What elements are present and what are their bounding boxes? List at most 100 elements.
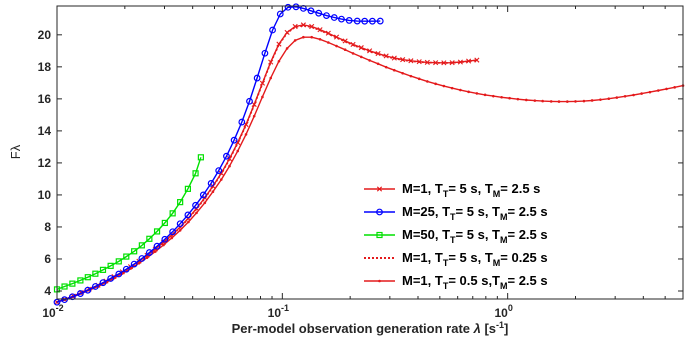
- legend-entry-5: M=1, TT= 0.5 s,TM= 2.5 s: [364, 273, 548, 291]
- series-1-point: [391, 55, 397, 61]
- series-2-point: [215, 167, 223, 174]
- series-5-point: [673, 86, 676, 89]
- series-2-point: [169, 228, 177, 236]
- series-3-point: [69, 280, 76, 287]
- series-2-point: [376, 17, 384, 25]
- series-1-point: [268, 59, 274, 65]
- series-2-point: [107, 275, 115, 282]
- series-3-point: [92, 270, 99, 277]
- series-5-point: [153, 250, 157, 253]
- series-1-point: [474, 57, 480, 63]
- series-1-point: [284, 29, 290, 36]
- series-5-point: [623, 95, 627, 98]
- series-1-point: [367, 48, 373, 54]
- series-1-point: [333, 34, 340, 40]
- series-1-point: [226, 156, 233, 162]
- series-1-point: [54, 299, 60, 305]
- series-5-line: [56, 36, 684, 303]
- series-5-point: [508, 96, 511, 100]
- series-5-point: [368, 59, 371, 62]
- legend-marker: [376, 186, 383, 192]
- series-3-point: [153, 228, 161, 235]
- series-2-point: [99, 279, 107, 287]
- series-2-point: [153, 242, 161, 250]
- series-5-point: [500, 95, 503, 99]
- series-2-point: [246, 97, 253, 105]
- series-3-point: [197, 154, 204, 161]
- series-3-point: [138, 242, 145, 249]
- legend-label: M=1, TT= 0.5 s,TM= 2.5 s: [402, 273, 548, 291]
- series-5-point: [277, 59, 281, 63]
- series-5-point: [492, 94, 495, 98]
- series-5-point: [293, 39, 297, 42]
- y-tick-label: 6: [44, 252, 51, 266]
- series-5-point: [648, 90, 652, 94]
- series-1-point: [433, 60, 439, 66]
- series-5-point: [302, 35, 305, 39]
- series-2-point: [292, 3, 300, 11]
- series-2-point: [145, 249, 153, 256]
- series-2-point: [261, 49, 269, 57]
- series-5-point: [533, 99, 537, 102]
- series-5-point: [327, 41, 330, 44]
- series-5-point: [252, 114, 256, 118]
- series-2-point: [353, 17, 361, 25]
- series-3-point: [177, 199, 184, 206]
- series-5-point: [335, 44, 338, 48]
- series-5-point: [178, 229, 182, 232]
- series-1-point: [317, 27, 323, 33]
- legend-entry-3: M=50, TT= 5 s, TM= 2.5 s: [364, 227, 548, 245]
- y-tick-label: 10: [38, 188, 52, 202]
- series-1-point: [309, 23, 315, 30]
- series-5-point: [483, 93, 487, 97]
- series-2-point: [138, 255, 146, 262]
- series-5-point: [475, 92, 479, 95]
- y-tick-label: 16: [38, 92, 52, 106]
- series-5-point: [549, 100, 553, 103]
- series-2-point: [368, 17, 376, 25]
- series-1-point: [424, 59, 430, 65]
- series-5-point: [187, 220, 190, 224]
- series-5-point: [195, 211, 198, 215]
- series-1-point: [449, 60, 455, 66]
- axis-ticks: 4 6 8 10 12 14 16 18 20 10-2 10-1 100: [38, 6, 684, 320]
- series-1-point: [375, 50, 381, 57]
- series-1-point: [408, 58, 414, 64]
- series-2-point: [238, 118, 246, 126]
- series-1-point: [441, 60, 447, 66]
- series-2-point: [361, 17, 369, 25]
- series-2-point: [338, 15, 345, 23]
- series-2-point: [345, 17, 353, 24]
- series-3-point: [84, 274, 91, 281]
- series-5-point: [665, 87, 668, 91]
- series-5-point: [459, 88, 462, 92]
- series-5-point: [137, 261, 141, 265]
- series-5-point: [211, 190, 215, 194]
- series-5-point: [228, 164, 231, 168]
- series-5-point: [590, 99, 594, 102]
- series-5-point: [525, 98, 528, 102]
- series-3-point: [184, 185, 191, 192]
- series-5-point: [516, 97, 520, 101]
- y-axis-label: Fλ: [8, 144, 23, 159]
- legend-marker: [376, 208, 383, 216]
- series-5-point: [450, 86, 454, 90]
- series-2-point: [315, 9, 323, 17]
- series-5-point: [541, 99, 544, 103]
- series-1-point: [300, 22, 306, 28]
- series-5-point: [599, 98, 602, 101]
- x-tick-label: 10-1: [268, 303, 289, 320]
- series-5-point: [557, 100, 561, 103]
- series-5-point: [615, 96, 619, 99]
- series-3-point: [99, 266, 107, 273]
- series-5-point: [318, 38, 322, 41]
- series-5-point: [343, 48, 347, 52]
- series-3-point: [192, 170, 199, 177]
- legend: M=1, TT= 5 s, TM= 2.5 s M=25, TT= 5 s, TM…: [364, 181, 548, 291]
- series-2-point: [122, 265, 130, 273]
- series-3-point: [146, 235, 153, 242]
- series-1-point: [383, 53, 389, 59]
- series-1-point: [251, 101, 257, 108]
- series-2-point: [207, 180, 215, 187]
- series-2-line: [56, 6, 381, 303]
